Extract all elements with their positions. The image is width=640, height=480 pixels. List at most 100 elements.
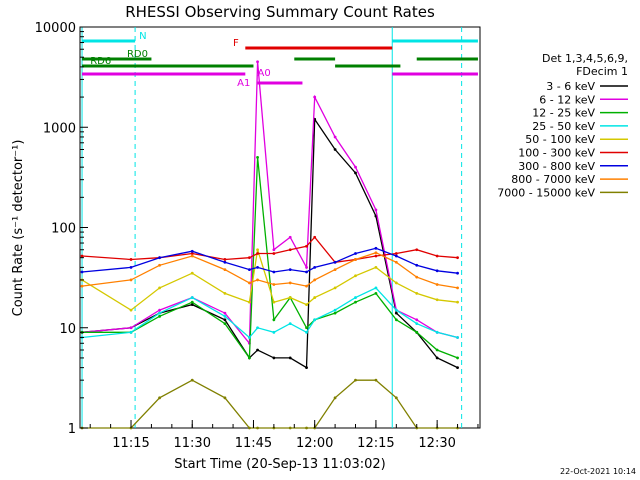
series-point bbox=[354, 258, 357, 261]
series-point bbox=[288, 248, 292, 252]
series-point bbox=[272, 356, 276, 360]
y-tick-label-100: 100 bbox=[51, 222, 76, 237]
series-point bbox=[394, 281, 398, 285]
series-point bbox=[456, 336, 459, 339]
series-point bbox=[374, 251, 378, 255]
series-point bbox=[190, 300, 194, 304]
series-point bbox=[374, 246, 378, 250]
series-point bbox=[456, 356, 459, 360]
series-point bbox=[190, 303, 194, 307]
series-point bbox=[313, 265, 317, 269]
series-point bbox=[223, 396, 227, 400]
x-tick-label-12:15: 12:15 bbox=[357, 436, 394, 451]
series-point bbox=[394, 308, 398, 312]
series-point bbox=[456, 300, 459, 304]
legend-label-7: 800 - 7000 keV bbox=[511, 173, 595, 186]
x-axis-ticks: 11:15 11:30 11:45 12:00 12:15 12:30 bbox=[89, 420, 479, 451]
series-point bbox=[247, 281, 251, 285]
mode-bar-label: RD6 bbox=[90, 56, 111, 67]
series-point bbox=[256, 426, 259, 430]
series-point bbox=[256, 278, 259, 282]
y-tick-label-10000: 10000 bbox=[35, 21, 76, 36]
series-point bbox=[333, 260, 337, 264]
series-point bbox=[305, 366, 308, 370]
series-point bbox=[288, 356, 292, 360]
legend-label-5: 100 - 300 keV bbox=[518, 147, 595, 160]
series-point bbox=[272, 318, 276, 322]
series-point bbox=[223, 258, 227, 261]
series-line-0 bbox=[81, 117, 458, 369]
series-point bbox=[256, 156, 259, 159]
series-point bbox=[305, 326, 308, 330]
series-point bbox=[313, 318, 317, 322]
x-tick-label-11:15: 11:15 bbox=[112, 436, 149, 451]
series-line-3 bbox=[81, 287, 458, 339]
y-tick-label-1000: 1000 bbox=[43, 121, 76, 136]
series-line-1 bbox=[81, 61, 458, 346]
series-point bbox=[190, 252, 194, 255]
series-line-8 bbox=[82, 379, 458, 429]
legend-label-4: 50 - 100 keV bbox=[525, 133, 595, 146]
series-point bbox=[354, 165, 357, 169]
series-point bbox=[394, 252, 398, 255]
x-tick-label-12:30: 12:30 bbox=[418, 436, 455, 451]
x-tick-label-11:45: 11:45 bbox=[235, 436, 272, 451]
mode-bar-label: RD0 bbox=[127, 49, 148, 60]
series-point bbox=[247, 426, 251, 430]
series-point bbox=[272, 248, 276, 252]
series-point bbox=[190, 296, 194, 299]
plot-area bbox=[79, 26, 481, 429]
series-point bbox=[247, 268, 251, 272]
y-axis-ticks: 1 10 100 1000 10000 bbox=[35, 21, 88, 437]
series-point bbox=[129, 258, 133, 261]
series-point bbox=[354, 252, 357, 255]
series-point bbox=[247, 256, 251, 260]
series-point bbox=[435, 356, 439, 360]
series-point bbox=[256, 326, 259, 330]
mode-bar-label: N bbox=[139, 31, 146, 42]
series-point bbox=[272, 300, 276, 304]
series-point bbox=[223, 322, 227, 326]
series-point bbox=[190, 249, 194, 253]
y-tick-label-10: 10 bbox=[59, 322, 76, 337]
legend-header-1: Det 1,3,4,5,6,9, bbox=[542, 52, 628, 65]
series-point bbox=[305, 244, 308, 248]
series-point bbox=[158, 256, 161, 260]
series-point bbox=[415, 330, 419, 334]
series-point bbox=[354, 300, 357, 304]
timestamp: 22-Oct-2021 10:14 bbox=[560, 467, 636, 476]
series-point bbox=[80, 270, 84, 274]
series-point bbox=[158, 314, 161, 318]
series-point bbox=[313, 95, 317, 99]
series-point bbox=[223, 268, 227, 272]
series-point bbox=[354, 274, 357, 278]
series-point bbox=[313, 296, 317, 299]
series-point bbox=[80, 254, 84, 258]
legend-label-6: 300 - 800 keV bbox=[518, 160, 595, 173]
series-point bbox=[247, 356, 251, 360]
series-point bbox=[354, 296, 357, 299]
legend-label-3: 25 - 50 keV bbox=[532, 120, 595, 133]
series-line-5 bbox=[81, 236, 458, 263]
series-point bbox=[456, 256, 459, 260]
series-point bbox=[456, 271, 459, 275]
series-point bbox=[415, 263, 419, 267]
series-point bbox=[129, 326, 133, 330]
legend-label-8: 7000 - 15000 keV bbox=[497, 186, 595, 199]
series-point bbox=[374, 208, 378, 212]
series-point bbox=[415, 248, 419, 252]
series-point bbox=[394, 396, 398, 400]
series-point bbox=[435, 254, 439, 258]
series-point bbox=[313, 278, 317, 282]
series-point bbox=[288, 281, 292, 285]
series-point bbox=[435, 269, 439, 273]
series-point bbox=[305, 303, 308, 307]
series-point bbox=[394, 311, 398, 315]
series-point bbox=[333, 396, 337, 400]
series-point bbox=[313, 235, 317, 239]
series-point bbox=[435, 348, 439, 352]
series-point bbox=[272, 330, 276, 334]
series-line-4 bbox=[81, 249, 458, 311]
